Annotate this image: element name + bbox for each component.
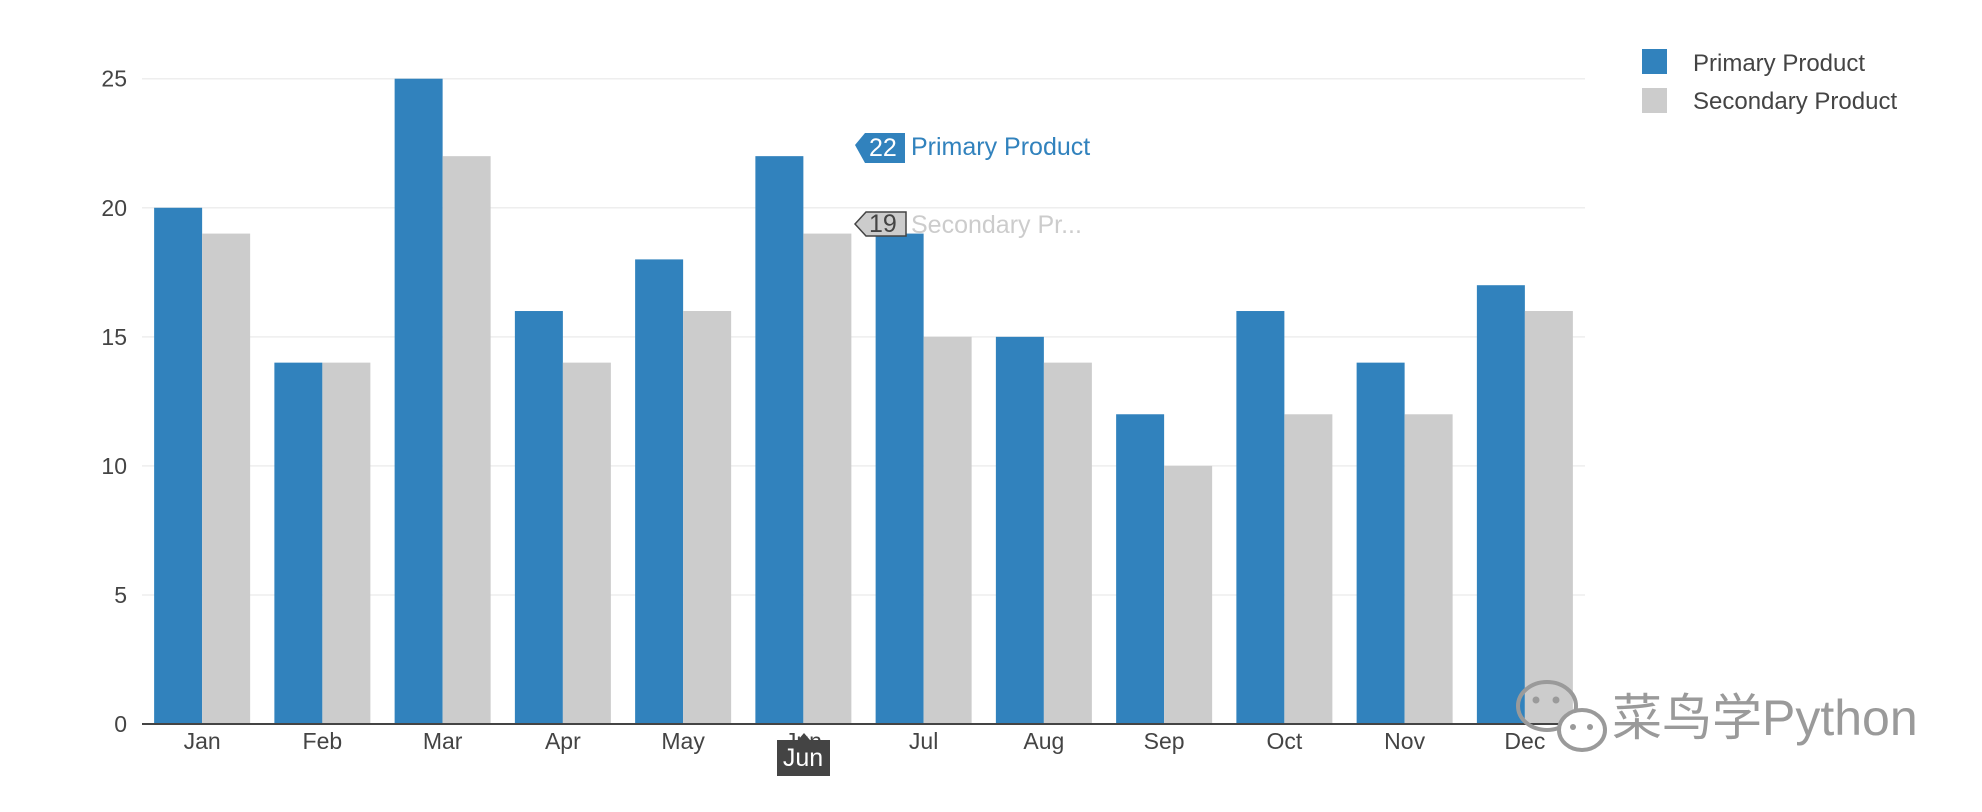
x-tick-label: Mar [423,728,463,754]
bar-secondary-nov[interactable] [1404,414,1453,724]
x-tick-label: Dec [1504,728,1545,754]
y-tick-labels: 0 5 10 15 20 25 [101,66,127,737]
bar-secondary-jun[interactable] [803,233,852,724]
bar-primary-oct[interactable] [1236,311,1285,724]
hover-series-secondary: Secondary Pr... [911,211,1082,239]
bar-primary-sep[interactable] [1116,414,1165,724]
legend-swatch-primary [1642,49,1667,74]
y-tick-label: 10 [101,453,127,479]
x-tick-label: Jul [909,728,938,754]
grid-lines [142,77,1585,596]
legend-item-secondary[interactable]: Secondary Product [1642,88,1897,115]
bar-secondary-dec[interactable] [1524,311,1573,724]
legend[interactable]: Primary Product Secondary Product [1642,49,1897,115]
hover-category-label: Jun [777,733,830,776]
x-tick-label: Oct [1266,728,1302,754]
bar-secondary-oct[interactable] [1284,414,1333,724]
bar-primary-feb[interactable] [274,362,323,724]
bar-primary-may[interactable] [635,259,684,724]
bar-secondary-jan[interactable] [202,233,251,724]
bar-secondary-apr[interactable] [562,362,611,724]
x-tick-label: Apr [545,728,581,754]
x-tick-label: May [661,728,705,754]
bar-primary-nov[interactable] [1356,362,1405,724]
hover-box-secondary [853,211,907,237]
bar-secondary-sep[interactable] [1164,465,1213,724]
legend-label-secondary: Secondary Product [1693,88,1897,115]
bar-secondary-jul[interactable] [923,336,972,724]
bar-secondary-may[interactable] [683,311,732,724]
bar-primary-mar[interactable] [394,78,443,724]
x-tick-labels: JanFebMarAprMayJunJulAugSepOctNovDec [184,728,1546,754]
hover-value-primary: 22 [869,134,897,162]
y-tick-label: 5 [114,582,127,608]
y-tick-label: 20 [101,195,127,221]
hover-category-text: Jun [783,744,823,772]
bar-primary-jun[interactable] [755,156,804,724]
bar-primary-dec[interactable] [1476,285,1525,724]
hover-label-secondary: 19 Secondary Pr... [853,210,1082,239]
x-tick-label: Feb [303,728,343,754]
bar-secondary-aug[interactable] [1043,362,1092,724]
legend-swatch-secondary [1642,88,1667,113]
x-tick-label: Nov [1384,728,1425,754]
legend-label-primary: Primary Product [1693,50,1865,77]
bar-primary-apr[interactable] [514,311,563,724]
y-tick-label: 25 [101,66,127,92]
bars[interactable] [154,78,1573,725]
bar-secondary-feb[interactable] [322,362,371,724]
hover-series-primary: Primary Product [911,133,1090,161]
bar-primary-aug[interactable] [995,336,1044,724]
bar-primary-jan[interactable] [154,207,203,725]
hover-category-box [777,733,830,776]
x-tick-label: Sep [1144,728,1185,754]
x-tick-label: Aug [1023,728,1064,754]
watermark: 菜鸟学Python [1516,680,1918,752]
bar-secondary-mar[interactable] [442,156,491,724]
hover-label-primary: 22 Primary Product [855,133,1090,163]
legend-item-primary[interactable]: Primary Product [1642,49,1865,77]
watermark-text: 菜鸟学Python [1612,690,1918,746]
hover-tooltip: 22 Primary Product 19 Secondary Pr... Ju… [777,133,1090,776]
hover-box-primary [855,133,905,163]
bar-primary-jul[interactable] [875,233,924,724]
y-tick-label: 15 [101,324,127,350]
y-tick-label: 0 [114,711,127,737]
x-tick-label: Jan [184,728,221,754]
wechat-icon [1516,680,1607,752]
hover-value-secondary: 19 [869,210,897,238]
